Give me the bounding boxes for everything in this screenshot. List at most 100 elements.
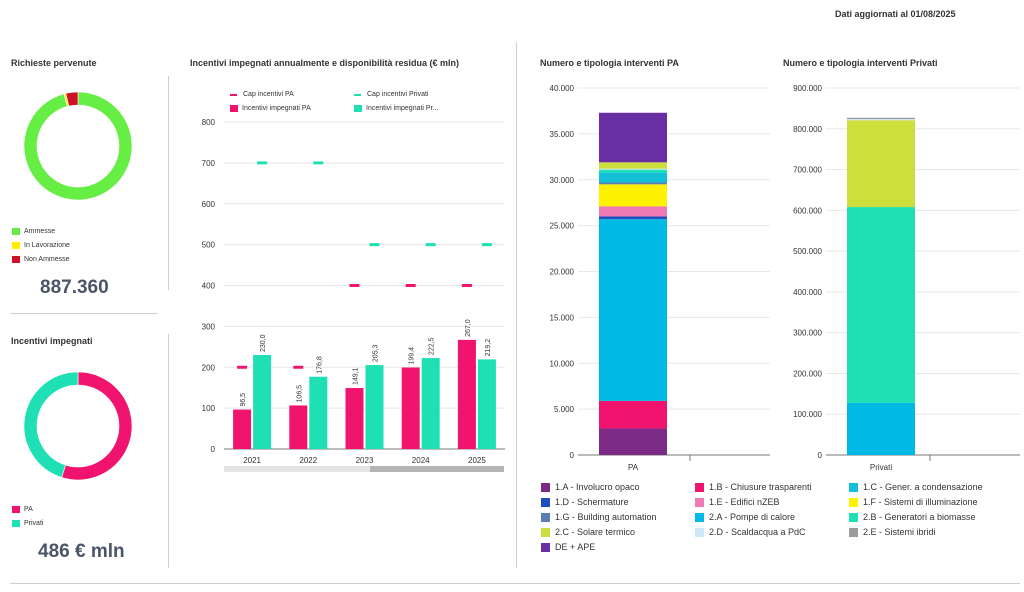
cap-marker <box>349 284 360 287</box>
y-tick-label: 35.000 <box>550 130 575 139</box>
legend-label: 2.E - Sistemi ibridi <box>863 527 936 537</box>
y-tick-label: 100 <box>202 404 216 413</box>
donut-slice <box>65 91 79 107</box>
incentives-donut <box>23 371 133 481</box>
data-label: 219,2 <box>485 339 492 357</box>
cap-marker <box>369 243 380 247</box>
pa-stacked-chart: 0 5.000 10.000 15.000 20.000 25.000 30.000 35.0… <box>550 84 770 472</box>
cap-marker <box>257 161 268 165</box>
legend-label: 1.E - Edifici nZEB <box>709 497 780 507</box>
legend-label: Incentivi impegnati PA <box>242 105 311 112</box>
types-legend-item: 1.E - Edifici nZEB <box>695 497 780 507</box>
bar <box>365 365 384 449</box>
types-legend-item: 1.A - Involucro opaco <box>541 482 640 492</box>
y-tick-label: 800.000 <box>793 125 822 134</box>
divider <box>516 42 517 568</box>
legend-swatch <box>541 542 550 552</box>
types-legend-item: 2.C - Solare termico <box>541 527 635 537</box>
stack-segment <box>847 120 915 208</box>
privati-chart-title: Numero e tipologia interventi Privati <box>783 58 938 68</box>
bar <box>457 339 476 449</box>
stack-segment <box>599 172 667 183</box>
bar <box>421 358 440 449</box>
privati-stacked-chart: 0 100.000 200.000 300.000 400.000 500.000 600.… <box>793 84 1020 472</box>
legend-label: Cap incentivi Privati <box>367 91 429 98</box>
legend-label: 1.F - Sistemi di illuminazione <box>863 497 978 507</box>
stack-segment <box>599 169 667 173</box>
legend-swatch <box>849 527 858 537</box>
y-tick-label: 30.000 <box>550 176 575 185</box>
donut-slice <box>23 91 133 201</box>
legend-label: Cap incentivi PA <box>243 91 294 98</box>
legend-swatch <box>354 93 361 96</box>
types-legend-item: 1.G - Building automation <box>541 512 657 522</box>
cap-marker <box>237 365 248 369</box>
types-legend-item: 1.B - Chiusure trasparenti <box>695 482 812 492</box>
y-tick-label: 200.000 <box>793 369 822 378</box>
y-tick-label: 600 <box>202 200 216 209</box>
types-legend-item: 2.A - Pompe di calore <box>695 512 795 522</box>
legend-swatch <box>12 242 20 249</box>
y-tick-label: 400 <box>202 282 216 291</box>
requests-donut <box>23 91 133 201</box>
stack-segment <box>599 428 667 455</box>
horizontal-scrollbar[interactable] <box>224 466 504 472</box>
requests-legend-item: Ammesse <box>12 228 55 235</box>
legend-swatch <box>849 512 858 522</box>
legend-label: 2.B - Generatori a biomasse <box>863 512 976 522</box>
legend-label: DE + APE <box>555 542 596 552</box>
stack-segment <box>847 402 915 455</box>
types-legend-item: 2.E - Sistemi ibridi <box>849 527 936 537</box>
data-label: 222,5 <box>429 337 436 355</box>
cap-marker <box>425 243 436 247</box>
data-label: 199,4 <box>409 347 416 365</box>
legend-label: Incentivi impegnati Pr... <box>366 105 439 112</box>
y-tick-label: 25.000 <box>550 222 575 231</box>
data-label: 176,8 <box>316 356 323 374</box>
scrollbar-thumb[interactable] <box>370 466 504 472</box>
types-legend-item: DE + APE <box>541 542 595 552</box>
data-label: 205,3 <box>373 344 380 362</box>
legend-label: 2.C - Solare termico <box>555 527 636 537</box>
legend-label: 2.A - Pompe di calore <box>709 512 796 522</box>
legend-label: 2.D - Scaldacqua a PdC <box>709 527 806 537</box>
stack-segment <box>599 216 667 220</box>
cap-marker <box>461 284 472 287</box>
legend-swatch <box>354 105 362 112</box>
stack-segment <box>847 118 915 121</box>
annual-bar-chart: 0 100 200 300 400 500 600 700 800 2021 96,5 230,0 20… <box>202 118 505 465</box>
annual-legend-item: Incentivi impegnati PA <box>230 105 311 112</box>
legend-label: Non Ammesse <box>24 256 70 263</box>
x-tick-label: 2022 <box>299 456 317 465</box>
requests-total: 887.360 <box>40 277 109 298</box>
legend-swatch <box>541 482 550 492</box>
legend-swatch <box>695 527 704 537</box>
annual-legend-item: Cap incentivi PA <box>230 91 294 98</box>
annual-chart-title: Incentivi impegnati annualmente e dispon… <box>190 58 460 68</box>
divider <box>10 313 158 314</box>
y-tick-label: 500.000 <box>793 247 822 256</box>
y-tick-label: 300 <box>202 322 216 331</box>
legend-swatch <box>230 105 238 112</box>
x-tick-label: 2025 <box>468 456 486 465</box>
stack-segment <box>599 182 667 185</box>
legend-swatch <box>849 497 858 507</box>
bar <box>289 405 308 449</box>
data-label: 96,5 <box>240 393 247 407</box>
data-label: 267,0 <box>465 319 472 337</box>
legend-label: 1.B - Chiusure trasparenti <box>709 482 812 492</box>
y-tick-label: 100.000 <box>793 410 822 419</box>
stack-segment <box>599 206 667 217</box>
types-legend-item: 1.F - Sistemi di illuminazione <box>849 497 978 507</box>
divider <box>10 583 1020 584</box>
annual-legend-item: Incentivi impegnati Pr... <box>354 105 438 112</box>
cap-marker <box>405 284 416 287</box>
x-tick-label: PA <box>628 463 639 472</box>
cap-marker <box>313 161 324 165</box>
bar <box>477 359 496 449</box>
y-tick-label: 15.000 <box>550 313 575 322</box>
legend-label: 1.A - Involucro opaco <box>555 482 640 492</box>
bar <box>309 376 328 449</box>
y-tick-label: 500 <box>202 241 216 250</box>
types-legend-item: 2.D - Scaldacqua a PdC <box>695 527 806 537</box>
